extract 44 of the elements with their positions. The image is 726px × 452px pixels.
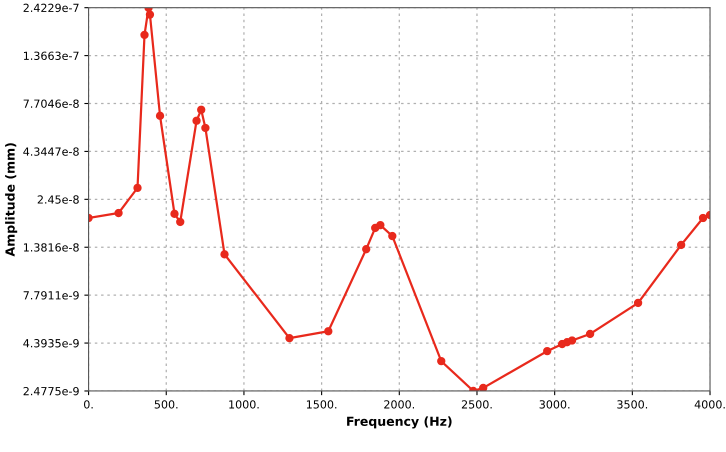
point — [362, 245, 370, 254]
point — [201, 124, 210, 132]
x-tick-label: 500. — [154, 400, 178, 409]
point — [114, 208, 123, 218]
point — [156, 112, 164, 120]
point — [676, 240, 686, 250]
x-tick-label: 0. — [84, 400, 93, 409]
point — [140, 30, 149, 40]
point — [285, 334, 294, 342]
point — [698, 214, 708, 222]
y-tick-label: 4.3447e-8 — [23, 147, 79, 156]
y-tick-label: 1.3663e-7 — [24, 52, 79, 60]
point — [634, 298, 642, 308]
x-tick-label: 3500. — [617, 400, 648, 409]
y-axis-title: Amplitude (mm) — [5, 143, 18, 256]
x-tick-label: 3000. — [540, 400, 570, 409]
y-tick-label: 7.7046e-8 — [24, 99, 79, 108]
y-tick-label: 2.45e-8 — [38, 195, 79, 204]
x-axis-title: Frequency (Hz) — [347, 416, 452, 428]
point — [324, 327, 332, 336]
point — [146, 10, 154, 19]
point — [479, 384, 488, 391]
x-tick-label: 2500. — [462, 400, 492, 409]
point — [437, 356, 446, 366]
y-tick-label: 1.3816e-8 — [24, 243, 79, 252]
point — [543, 346, 552, 356]
point — [176, 218, 184, 226]
point — [192, 116, 201, 125]
point — [388, 232, 396, 240]
point — [197, 106, 206, 114]
y-tick-label: 7.7911e-9 — [24, 291, 79, 300]
point — [170, 210, 179, 218]
x-tick-label: 1000. — [229, 400, 259, 409]
point — [586, 330, 594, 338]
x-tick-label: 4000. — [694, 400, 725, 409]
x-tick-label: 1500. — [306, 400, 336, 409]
point — [376, 220, 385, 230]
point — [133, 184, 142, 192]
y-tick-label: 2.4229e-7 — [24, 4, 79, 12]
x-tick-label: 2000. — [384, 400, 414, 409]
point — [220, 250, 229, 258]
y-tick-label: 4.3935e-9 — [23, 339, 79, 348]
y-tick-label: 2.4775e-9 — [24, 386, 79, 396]
point — [568, 336, 576, 345]
